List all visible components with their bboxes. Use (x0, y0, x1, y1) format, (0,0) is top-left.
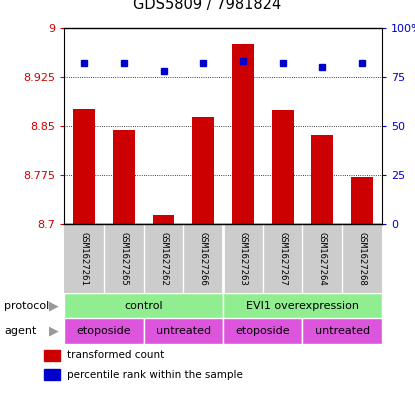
Text: GSM1627263: GSM1627263 (238, 231, 247, 285)
Bar (311, 135, 333, 224)
Text: GDS5809 / 7981824: GDS5809 / 7981824 (133, 0, 282, 12)
Bar (303, 318, 382, 344)
Text: GSM1627265: GSM1627265 (120, 231, 128, 285)
Bar (272, 110, 293, 224)
Text: agent: agent (4, 326, 37, 336)
Text: ▶: ▶ (49, 325, 59, 338)
Text: percentile rank within the sample: percentile rank within the sample (67, 370, 243, 380)
Bar (64, 318, 144, 344)
Text: GSM1627262: GSM1627262 (159, 231, 168, 285)
Bar (44, 350, 61, 361)
Bar (64, 293, 223, 318)
Text: etoposide: etoposide (235, 326, 290, 336)
Text: GSM1627261: GSM1627261 (80, 231, 89, 285)
Bar (223, 293, 382, 318)
Text: GSM1627267: GSM1627267 (278, 231, 287, 285)
Text: GSM1627266: GSM1627266 (199, 231, 208, 285)
Bar (192, 117, 214, 224)
Bar (73, 109, 95, 224)
Bar (144, 318, 223, 344)
Text: EVI1 overexpression: EVI1 overexpression (246, 301, 359, 310)
Text: GSM1627268: GSM1627268 (357, 231, 366, 285)
Bar (153, 215, 174, 224)
Bar (351, 177, 373, 224)
Text: control: control (124, 301, 163, 310)
Text: etoposide: etoposide (77, 326, 131, 336)
Text: transformed count: transformed count (67, 350, 164, 360)
Bar (223, 318, 303, 344)
Bar (232, 44, 254, 224)
Text: ▶: ▶ (49, 299, 59, 312)
Text: untreated: untreated (315, 326, 370, 336)
Text: GSM1627264: GSM1627264 (318, 231, 327, 285)
Bar (113, 130, 135, 224)
Text: untreated: untreated (156, 326, 211, 336)
Text: protocol: protocol (4, 301, 49, 310)
Bar (44, 369, 61, 380)
